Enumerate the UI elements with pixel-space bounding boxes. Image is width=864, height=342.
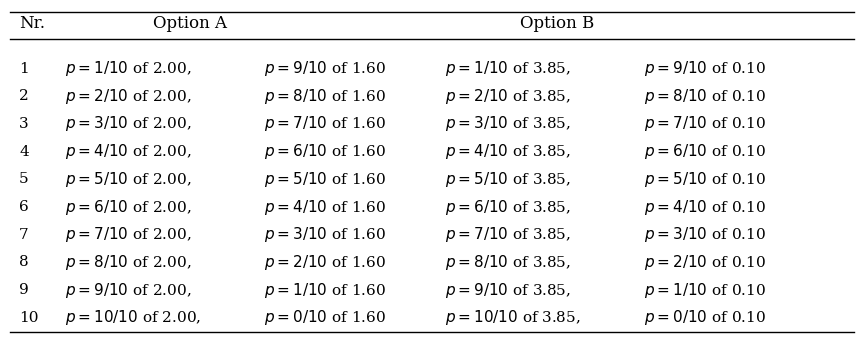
- Text: 9: 9: [19, 283, 29, 297]
- Text: $p = 3/10$ of 0.10: $p = 3/10$ of 0.10: [644, 225, 766, 244]
- Text: 7: 7: [19, 228, 29, 242]
- Text: $p = 7/10$ of 1.60: $p = 7/10$ of 1.60: [264, 115, 385, 133]
- Text: $p = 1/10$ of 2.00,: $p = 1/10$ of 2.00,: [65, 59, 191, 78]
- Text: $p = 3/10$ of 2.00,: $p = 3/10$ of 2.00,: [65, 115, 191, 133]
- Text: $p = 2/10$ of 3.85,: $p = 2/10$ of 3.85,: [445, 87, 571, 106]
- Text: $p = 7/10$ of 0.10: $p = 7/10$ of 0.10: [644, 115, 766, 133]
- Text: Nr.: Nr.: [19, 15, 45, 32]
- Text: Option A: Option A: [153, 15, 227, 32]
- Text: 5: 5: [19, 172, 29, 186]
- Text: $p = 8/10$ of 2.00,: $p = 8/10$ of 2.00,: [65, 253, 191, 272]
- Text: $p = 3/10$ of 1.60: $p = 3/10$ of 1.60: [264, 225, 385, 244]
- Text: 2: 2: [19, 89, 29, 103]
- Text: $p = 9/10$ of 2.00,: $p = 9/10$ of 2.00,: [65, 281, 191, 300]
- Text: 4: 4: [19, 145, 29, 159]
- Text: $p = 3/10$ of 3.85,: $p = 3/10$ of 3.85,: [445, 115, 571, 133]
- Text: $p = 10/10$ of 3.85,: $p = 10/10$ of 3.85,: [445, 308, 581, 327]
- Text: 1: 1: [19, 62, 29, 76]
- Text: 10: 10: [19, 311, 39, 325]
- Text: $p = 0/10$ of 1.60: $p = 0/10$ of 1.60: [264, 308, 385, 327]
- Text: $p = 1/10$ of 0.10: $p = 1/10$ of 0.10: [644, 281, 766, 300]
- Text: $p = 6/10$ of 0.10: $p = 6/10$ of 0.10: [644, 142, 766, 161]
- Text: 8: 8: [19, 255, 29, 269]
- Text: $p = 9/10$ of 0.10: $p = 9/10$ of 0.10: [644, 59, 766, 78]
- Text: $p = 1/10$ of 1.60: $p = 1/10$ of 1.60: [264, 281, 385, 300]
- Text: $p = 2/10$ of 2.00,: $p = 2/10$ of 2.00,: [65, 87, 191, 106]
- Text: $p = 8/10$ of 1.60: $p = 8/10$ of 1.60: [264, 87, 385, 106]
- Text: $p = 7/10$ of 2.00,: $p = 7/10$ of 2.00,: [65, 225, 191, 244]
- Text: $p = 2/10$ of 0.10: $p = 2/10$ of 0.10: [644, 253, 766, 272]
- Text: $p = 4/10$ of 2.00,: $p = 4/10$ of 2.00,: [65, 142, 191, 161]
- Text: $p = 8/10$ of 0.10: $p = 8/10$ of 0.10: [644, 87, 766, 106]
- Text: $p = 1/10$ of 3.85,: $p = 1/10$ of 3.85,: [445, 59, 571, 78]
- Text: $p = 7/10$ of 3.85,: $p = 7/10$ of 3.85,: [445, 225, 571, 244]
- Text: $p = 2/10$ of 1.60: $p = 2/10$ of 1.60: [264, 253, 385, 272]
- Text: $p = 10/10$ of 2.00,: $p = 10/10$ of 2.00,: [65, 308, 201, 327]
- Text: $p = 6/10$ of 1.60: $p = 6/10$ of 1.60: [264, 142, 385, 161]
- Text: $p = 5/10$ of 0.10: $p = 5/10$ of 0.10: [644, 170, 766, 189]
- Text: $p = 5/10$ of 1.60: $p = 5/10$ of 1.60: [264, 170, 385, 189]
- Text: $p = 5/10$ of 3.85,: $p = 5/10$ of 3.85,: [445, 170, 571, 189]
- Text: $p = 6/10$ of 2.00,: $p = 6/10$ of 2.00,: [65, 198, 191, 216]
- Text: 6: 6: [19, 200, 29, 214]
- Text: 3: 3: [19, 117, 29, 131]
- Text: $p = 9/10$ of 1.60: $p = 9/10$ of 1.60: [264, 59, 385, 78]
- Text: $p = 5/10$ of 2.00,: $p = 5/10$ of 2.00,: [65, 170, 191, 189]
- Text: Option B: Option B: [520, 15, 594, 32]
- Text: $p = 9/10$ of 3.85,: $p = 9/10$ of 3.85,: [445, 281, 571, 300]
- Text: $p = 0/10$ of 0.10: $p = 0/10$ of 0.10: [644, 308, 766, 327]
- Text: $p = 6/10$ of 3.85,: $p = 6/10$ of 3.85,: [445, 198, 571, 216]
- Text: $p = 4/10$ of 0.10: $p = 4/10$ of 0.10: [644, 198, 766, 216]
- Text: $p = 4/10$ of 1.60: $p = 4/10$ of 1.60: [264, 198, 385, 216]
- Text: $p = 8/10$ of 3.85,: $p = 8/10$ of 3.85,: [445, 253, 571, 272]
- Text: $p = 4/10$ of 3.85,: $p = 4/10$ of 3.85,: [445, 142, 571, 161]
